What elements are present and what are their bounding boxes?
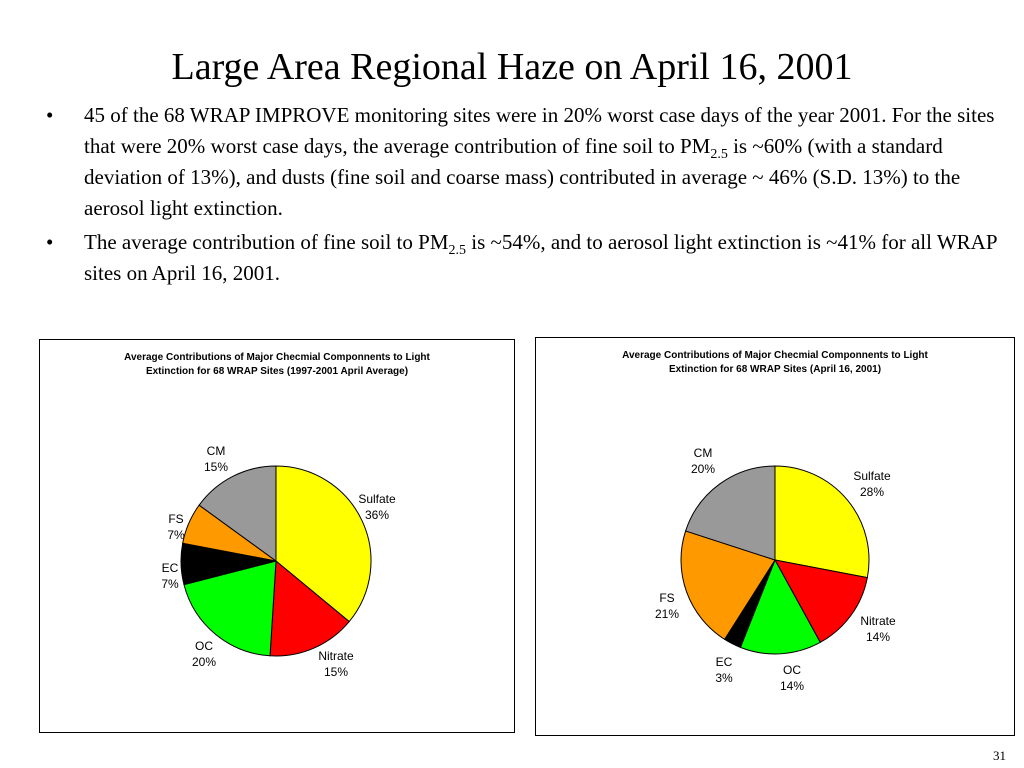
slice-label-nitrate: Nitrate 15%	[318, 649, 354, 679]
slide-title: Large Area Regional Haze on April 16, 20…	[171, 46, 853, 88]
bullet-marker: •	[46, 230, 54, 254]
bullet-marker: •	[46, 103, 54, 127]
chart-title-line: Average Contributions of Major Checmial …	[124, 352, 430, 363]
slice-label-sulfate: Sulfate 36%	[358, 492, 396, 522]
pie-chart-april-average: Average Contributions of Major Checmial …	[39, 339, 515, 733]
bullet-subscript: 2.5	[710, 147, 728, 162]
bullet-text: 45 of the 68 WRAP IMPROVE monitoring sit…	[84, 103, 995, 158]
slice-label-sulfate: Sulfate 28%	[853, 469, 891, 499]
slice-label-nitrate: Nitrate 14%	[860, 614, 896, 644]
bullet-item: • 45 of the 68 WRAP IMPROVE monitoring s…	[40, 100, 1000, 224]
pie-svg: Sulfate 36% Nitrate 15% OC 20% EC 7% FS 7% CM 15%	[161, 444, 396, 679]
pie-slice-oc	[739, 558, 821, 655]
page-number: 31	[993, 748, 1006, 763]
chart-title: Average Contributions of Major Checmial …	[536, 349, 1014, 377]
bullet-text: The average contribution of fine soil to…	[84, 230, 449, 254]
pie-slice-nitrate	[774, 559, 868, 644]
slice-label-cm: CM 15%	[204, 444, 228, 474]
slice-label-ec: EC 7%	[161, 561, 179, 591]
pie-slice-fs	[680, 530, 776, 641]
pie-slice-sulfate	[275, 465, 372, 623]
slice-label-cm: CM 20%	[691, 446, 715, 476]
slice-label-ec: EC 3%	[715, 655, 733, 685]
chart-title: Average Contributions of Major Checmial …	[40, 351, 514, 379]
bullet-subscript: 2.5	[448, 243, 467, 258]
pie-slice-sulfate	[774, 465, 870, 579]
bullet-text-cont: is ~54%, and to aerosol light extinction…	[84, 230, 997, 285]
pie-slice-cm	[684, 465, 776, 561]
bullet-text-cont: is ~60% (with a standard deviation of 13…	[84, 134, 961, 220]
slice-label-oc: OC 14%	[780, 663, 804, 693]
chart-title-line: Average Contributions of Major Checmial …	[622, 350, 928, 361]
slice-label-fs: FS 21%	[655, 591, 679, 621]
pie-svg: Sulfate 28% Nitrate 14% OC 14% EC 3% FS 21% CM 20%	[655, 446, 896, 693]
pie-slice-nitrate	[269, 559, 350, 657]
bullet-item: • The average contribution of fine soil …	[40, 227, 1000, 289]
pie-slice-cm	[198, 465, 277, 562]
bullet-list: • 45 of the 68 WRAP IMPROVE monitoring s…	[40, 100, 1000, 292]
slice-label-fs: FS 7%	[167, 512, 185, 542]
chart-title-line: Extinction for 68 WRAP Sites (1997-2001 …	[145, 366, 409, 377]
pie-chart-april-16: Average Contributions of Major Checmial …	[535, 337, 1015, 736]
slice-label-oc: OC 20%	[192, 639, 216, 669]
chart-title-line: Extinction for 68 WRAP Sites (April 16, …	[668, 364, 882, 375]
pie-slice-oc	[183, 560, 277, 657]
